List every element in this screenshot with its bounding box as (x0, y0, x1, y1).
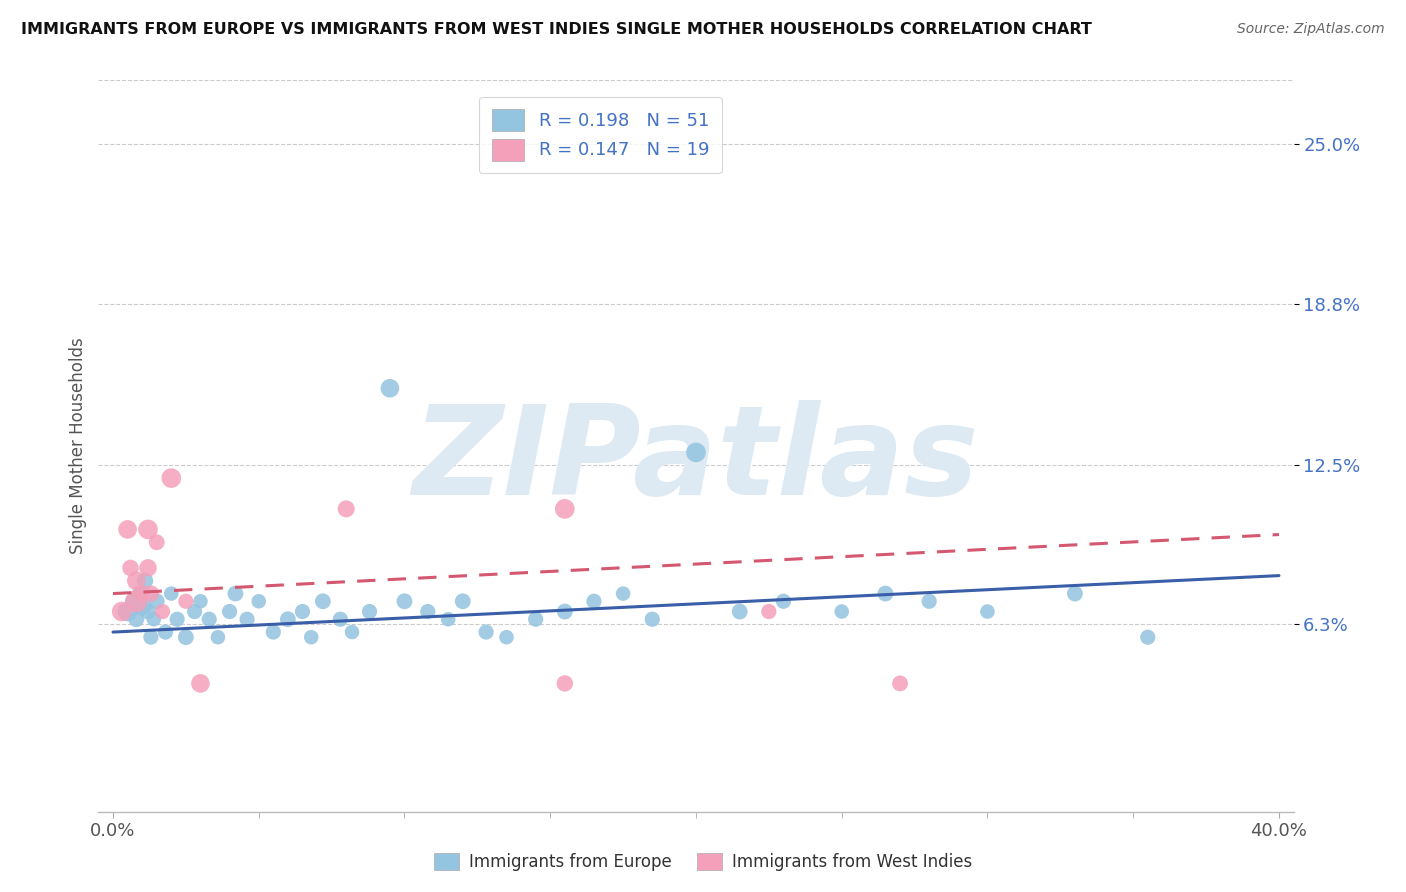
Point (139, 630, 162, 644)
Point (612, 586, 634, 600)
Point (125, 594, 148, 608)
Point (134, 574, 156, 588)
Point (918, 594, 941, 608)
Point (117, 523, 139, 537)
Point (291, 605, 314, 619)
Point (198, 612, 221, 626)
Point (378, 381, 401, 395)
Point (224, 586, 246, 600)
Point (174, 594, 197, 608)
Point (125, 612, 148, 626)
Point (120, 561, 142, 575)
Point (142, 612, 165, 626)
Point (236, 612, 259, 626)
Point (554, 501, 576, 516)
Point (329, 612, 352, 626)
Point (875, 586, 897, 600)
Point (772, 594, 794, 608)
Point (190, 676, 212, 690)
Point (136, 561, 159, 575)
Point (495, 630, 517, 644)
Point (524, 612, 547, 626)
Point (1064, 586, 1087, 600)
Text: ZIPatlas: ZIPatlas (413, 401, 979, 521)
Point (174, 630, 197, 644)
Point (889, 676, 911, 690)
Point (145, 594, 167, 608)
Legend: Immigrants from Europe, Immigrants from West Indies: Immigrants from Europe, Immigrants from … (426, 845, 980, 880)
Point (475, 625, 498, 640)
Point (139, 586, 162, 600)
Point (183, 605, 205, 619)
Point (160, 471, 183, 485)
Point (160, 586, 183, 600)
Point (247, 594, 270, 608)
Legend: R = 0.198   N = 51, R = 0.147   N = 19: R = 0.198 N = 51, R = 0.147 N = 19 (479, 96, 721, 173)
Point (155, 625, 177, 640)
Point (131, 586, 153, 600)
Point (145, 535, 167, 549)
Point (131, 599, 153, 614)
Point (685, 445, 707, 459)
Point (359, 605, 381, 619)
Point (125, 574, 148, 588)
Point (437, 612, 460, 626)
Point (262, 625, 284, 640)
Point (152, 605, 174, 619)
Point (312, 594, 335, 608)
Point (218, 605, 240, 619)
Point (728, 605, 751, 619)
Y-axis label: Single Mother Households: Single Mother Households (69, 338, 87, 554)
Point (136, 523, 159, 537)
Text: IMMIGRANTS FROM EUROPE VS IMMIGRANTS FROM WEST INDIES SINGLE MOTHER HOUSEHOLDS C: IMMIGRANTS FROM EUROPE VS IMMIGRANTS FRO… (21, 22, 1092, 37)
Point (416, 605, 439, 619)
Point (451, 594, 474, 608)
Point (122, 594, 145, 608)
Point (1136, 630, 1159, 644)
Point (335, 501, 357, 516)
Point (758, 605, 780, 619)
Point (582, 594, 605, 608)
Text: Source: ZipAtlas.com: Source: ZipAtlas.com (1237, 22, 1385, 37)
Point (554, 676, 576, 690)
Point (394, 594, 416, 608)
Point (831, 605, 853, 619)
Point (111, 605, 134, 619)
Point (190, 594, 212, 608)
Point (641, 612, 664, 626)
Point (117, 605, 139, 619)
Point (207, 630, 229, 644)
Point (340, 625, 363, 640)
Point (166, 612, 188, 626)
Point (277, 612, 299, 626)
Point (554, 605, 576, 619)
Point (128, 586, 150, 600)
Point (299, 630, 322, 644)
Point (136, 605, 159, 619)
Point (976, 605, 998, 619)
